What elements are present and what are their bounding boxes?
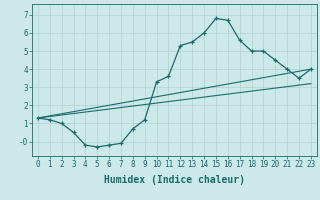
X-axis label: Humidex (Indice chaleur): Humidex (Indice chaleur) — [104, 175, 245, 185]
